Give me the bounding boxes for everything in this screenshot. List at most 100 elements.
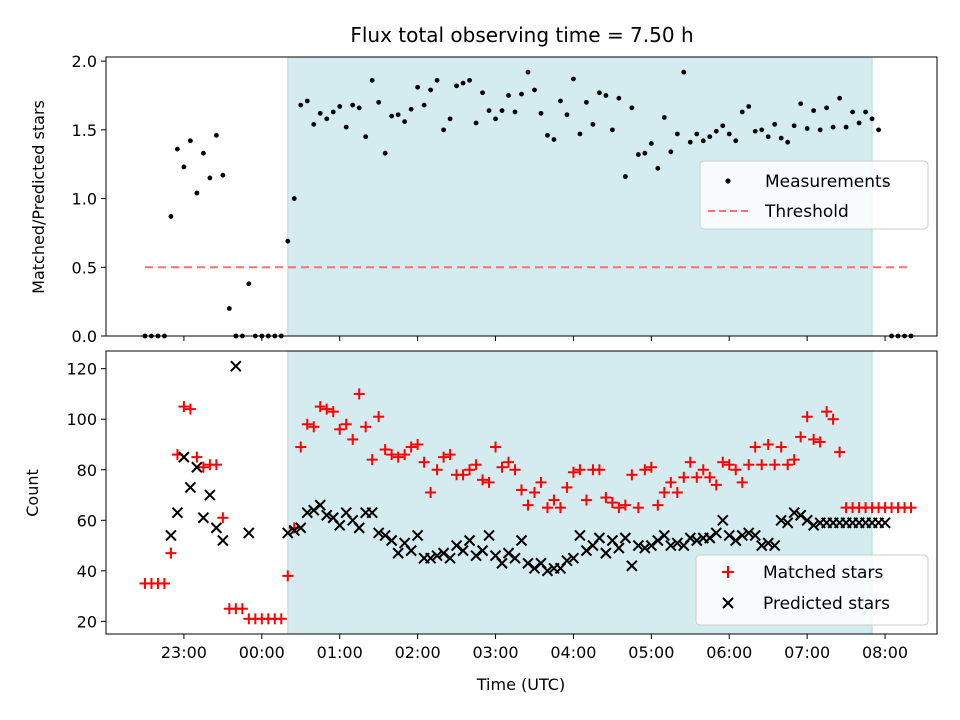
bottom-panel: 20 40 60 80 100 120 23:00 00:00 01:00 02:00 03:00… [23, 350, 938, 694]
top-y-tick-label: 0.5 [72, 258, 97, 277]
matched-point [165, 547, 177, 559]
top-y-tick-label: 1.5 [72, 121, 97, 140]
measurement-point [447, 116, 453, 122]
measurement-point [674, 131, 680, 137]
predicted-point [230, 360, 242, 372]
predicted-point [372, 527, 385, 539]
matched-point [593, 464, 605, 476]
bottom-y-tick-label: 40 [77, 562, 97, 581]
predicted-point [580, 544, 593, 557]
measurement-point [350, 102, 356, 108]
measurement-point [356, 105, 362, 111]
measurement-point [817, 127, 823, 133]
top-plot-frame [105, 56, 938, 337]
measurement-point [830, 124, 836, 130]
measurement-point [765, 134, 771, 140]
measurement-point [681, 69, 687, 75]
measurement-point [811, 108, 817, 114]
measurement-point [609, 127, 615, 133]
measurement-point [837, 95, 843, 101]
measurement-point [713, 128, 719, 134]
predicted-point [301, 507, 313, 519]
measurement-point [506, 93, 511, 98]
bottom-x-tick-label: 02:00 [395, 643, 441, 662]
predicted-point [288, 524, 300, 537]
measurement-point [324, 116, 330, 122]
matched-point [704, 471, 716, 483]
matched-point [438, 451, 450, 463]
predicted-point [710, 527, 722, 539]
measurement-point [519, 91, 524, 97]
measurement-point [558, 98, 563, 104]
predicted-point [528, 562, 541, 575]
matched-point [561, 481, 573, 493]
measurement-point [648, 141, 654, 146]
matched-point [548, 494, 560, 506]
matched-point [619, 499, 631, 511]
top-y-tick-label: 2.0 [72, 52, 97, 71]
matched-point [808, 433, 820, 445]
predicted-point [295, 522, 307, 534]
predicted-point [593, 532, 606, 544]
predicted-point [626, 560, 638, 572]
matched-point [425, 487, 437, 498]
bottom-x-tick-label: 01:00 [317, 643, 363, 662]
measurement-point [460, 80, 466, 86]
matched-point [554, 502, 566, 514]
matched-point [184, 403, 196, 415]
predicted-point [496, 557, 508, 569]
matched-point [490, 441, 502, 453]
measurement-point [421, 102, 427, 108]
predicted-point [756, 539, 768, 552]
top-panel: 0.00.51.01.52.0 Matched/Predicted stars … [29, 52, 938, 346]
matched-point [412, 438, 424, 450]
top-x-ticks [183, 336, 886, 341]
matched-point [606, 497, 618, 509]
matched-point [236, 603, 248, 615]
matched-point [723, 459, 735, 471]
predicted-point [717, 514, 729, 527]
predicted-point [879, 517, 891, 529]
matched-point [567, 466, 579, 478]
bottom-y-axis-label: Count [23, 469, 42, 517]
matched-point [308, 421, 320, 433]
measurement-point [291, 196, 297, 201]
matched-point [710, 479, 722, 491]
measurement-point [376, 99, 382, 105]
predicted-point [165, 529, 177, 542]
measurement-point [785, 139, 791, 145]
matched-point [340, 418, 352, 430]
x-axis-label: Time (UTC) [476, 675, 565, 694]
bottom-y-tick-label: 60 [77, 511, 97, 530]
predicted-point [483, 529, 495, 542]
measurement-point [551, 137, 557, 142]
predicted-point [684, 532, 697, 544]
predicted-point [743, 527, 755, 539]
matched-point [477, 474, 489, 486]
measurement-point [746, 104, 752, 109]
predicted-point [613, 542, 625, 554]
predicted-point [730, 534, 742, 547]
predicted-point [178, 451, 190, 463]
measurement-point [668, 149, 674, 155]
legend-matched-label: Matched stars [763, 563, 883, 583]
top-y-ticks: 0.0 0.5 1.0 1.5 2.0 [72, 52, 106, 346]
measurement-point [597, 90, 602, 96]
predicted-point [794, 509, 807, 521]
matched-point [775, 441, 787, 453]
predicted-point [210, 522, 223, 534]
measurement-point [382, 150, 388, 156]
measurement-point [454, 83, 459, 89]
predicted-point [385, 534, 398, 547]
predicted-point [515, 534, 528, 547]
predicted-point [768, 539, 781, 552]
predicted-point [243, 527, 255, 539]
legend-measurements-marker [725, 178, 731, 184]
matched-point [301, 418, 313, 430]
matched-point [327, 406, 339, 418]
measurement-point [395, 112, 401, 118]
measurement-point [798, 101, 804, 107]
predicted-point [652, 534, 664, 547]
measurement-point [622, 174, 628, 179]
